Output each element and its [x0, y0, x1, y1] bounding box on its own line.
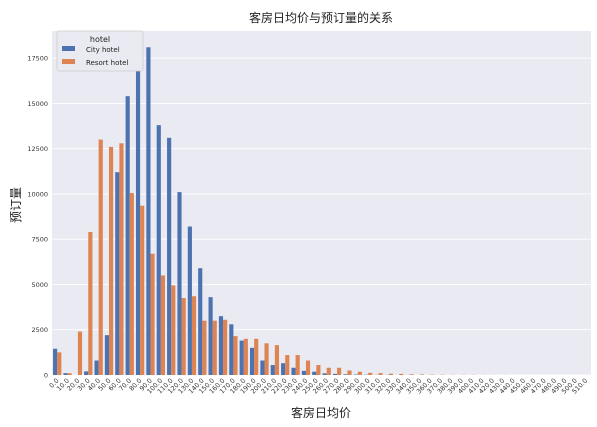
bar-city-hotel — [239, 340, 244, 375]
bar-resort-hotel — [326, 367, 331, 375]
bar-resort-hotel — [295, 355, 300, 375]
bar-resort-hotel — [316, 365, 321, 375]
bar-city-hotel — [301, 370, 306, 375]
bar-resort-hotel — [212, 320, 217, 375]
bar-city-hotel — [63, 373, 68, 375]
legend: hotel City hotel Resort hotel — [56, 30, 144, 72]
bar-city-hotel — [84, 371, 89, 375]
y-tick-label: 17500 — [27, 55, 48, 63]
bar-resort-hotel — [129, 193, 134, 375]
bar-city-hotel — [332, 373, 338, 375]
legend-title: hotel — [90, 35, 110, 44]
x-axis-label: 客房日均价 — [291, 405, 351, 420]
bar-city-hotel — [249, 347, 255, 375]
bar-resort-hotel — [181, 298, 186, 375]
bar-resort-hotel — [119, 143, 124, 375]
bar-city-hotel — [53, 348, 58, 375]
bar-resort-hotel — [57, 352, 62, 375]
bars — [53, 47, 590, 376]
y-tick-label: 10000 — [27, 190, 48, 198]
bar-resort-hotel — [98, 139, 103, 375]
bar-city-hotel — [291, 367, 296, 375]
bar-city-hotel — [229, 324, 234, 375]
bar-city-hotel — [198, 268, 203, 375]
bar-resort-hotel — [347, 370, 352, 375]
bar-city-hotel — [312, 371, 317, 375]
bar-city-hotel — [218, 316, 224, 375]
bar-city-hotel — [260, 360, 265, 375]
bar-resort-hotel — [109, 146, 114, 375]
y-tick-label: 12500 — [27, 145, 48, 153]
bar-resort-hotel — [419, 374, 425, 375]
bar-resort-hotel — [150, 253, 155, 375]
legend-label-resort: Resort hotel — [86, 59, 128, 67]
bar-city-hotel — [208, 297, 213, 375]
bar-resort-hotel — [171, 285, 176, 375]
bar-city-hotel — [135, 65, 141, 376]
legend-box — [56, 30, 144, 72]
bar-resort-hotel — [233, 336, 238, 375]
bar-city-hotel — [115, 172, 120, 375]
watermark: 知乎 @annany — [477, 393, 583, 411]
bar-resort-hotel — [77, 331, 83, 375]
bar-resort-hotel — [368, 372, 373, 375]
bar-resort-hotel — [357, 371, 362, 375]
bar-resort-hotel — [160, 275, 165, 375]
y-tick-label: 7500 — [31, 236, 48, 244]
bar-resort-hotel — [409, 374, 414, 375]
y-tick-label: 15000 — [27, 100, 48, 108]
bar-resort-hotel — [67, 373, 72, 375]
bar-resort-hotel — [378, 373, 383, 375]
x-ticks: 0.010.020.030.040.050.060.070.080.090.01… — [48, 377, 590, 396]
bar-city-hotel — [322, 373, 327, 375]
bar-resort-hotel — [399, 373, 404, 375]
legend-swatch-city — [62, 46, 75, 51]
legend-label-city: City hotel — [86, 46, 120, 54]
bar-resort-hotel — [243, 338, 248, 375]
legend-swatch-resort — [62, 59, 75, 64]
y-tick-label: 0 — [44, 372, 48, 380]
y-axis-label: 预订量 — [9, 187, 23, 223]
bar-city-hotel — [343, 374, 348, 375]
bar-resort-hotel — [254, 338, 259, 375]
bar-resort-hotel — [337, 367, 342, 375]
y-ticks: 0 2500 5000 7500 10000 12500 15000 17500 — [27, 55, 48, 380]
bar-city-hotel — [177, 192, 182, 375]
bar-city-hotel — [187, 226, 192, 375]
chart-title: 客房日均价与预订量的关系 — [249, 10, 393, 25]
bar-resort-hotel — [88, 231, 93, 375]
bar-resort-hotel — [264, 343, 269, 375]
bar-city-hotel — [281, 363, 286, 375]
bar-resort-hotel — [140, 205, 145, 375]
bar-resort-hotel — [202, 320, 207, 375]
y-tick-label: 5000 — [31, 281, 48, 289]
bar-city-hotel — [104, 335, 110, 375]
bar-resort-hotel — [191, 296, 197, 375]
bar-city-hotel — [94, 360, 99, 375]
bar-city-hotel — [156, 125, 161, 376]
bar-city-hotel — [270, 365, 275, 375]
bar-city-hotel — [146, 47, 151, 375]
bar-resort-hotel — [223, 319, 228, 375]
bar-city-hotel — [125, 96, 130, 376]
bar-resort-hotel — [388, 373, 394, 375]
bar-city-hotel — [167, 137, 172, 375]
bar-resort-hotel — [305, 360, 311, 375]
bar-resort-hotel — [274, 345, 280, 375]
bar-resort-hotel — [285, 355, 290, 375]
y-tick-label: 2500 — [31, 326, 48, 334]
